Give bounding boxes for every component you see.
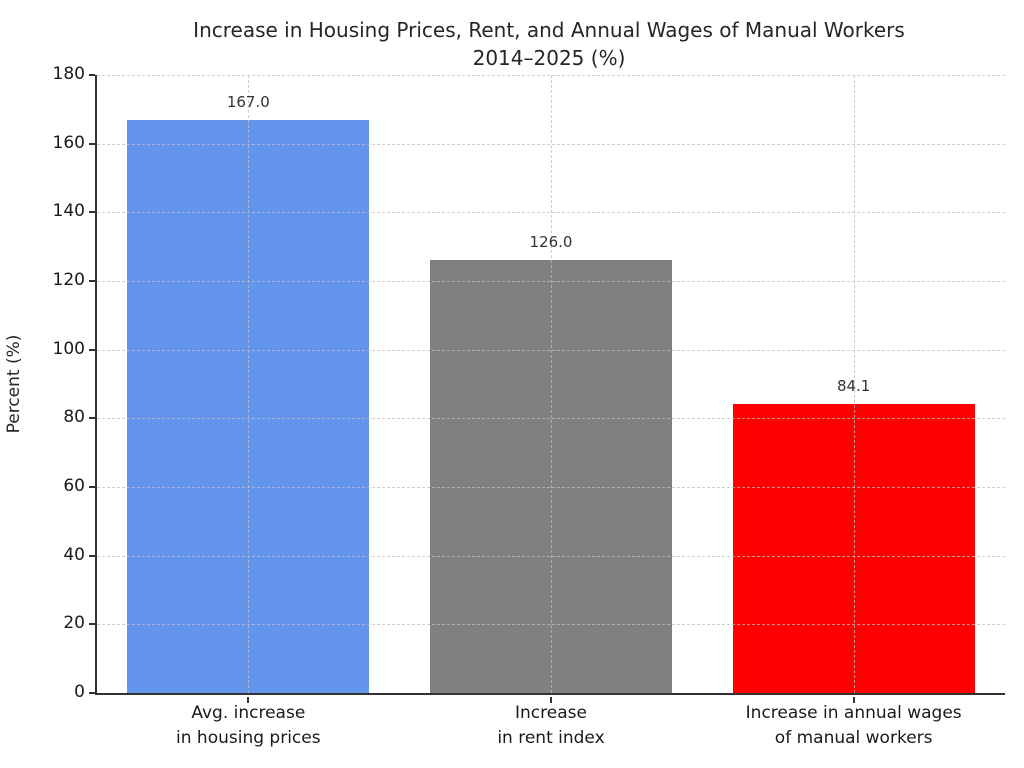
bar-value-label: 84.1 — [836, 377, 871, 396]
y-tick-mark — [89, 142, 95, 145]
plot-area: 0 20 40 60 80 100 120 140 160 180 167.0 Avg. increa… — [53, 64, 1005, 748]
x-tick-mark — [550, 697, 552, 703]
bar-value-label: 126.0 — [529, 233, 573, 252]
bar — [429, 260, 673, 693]
y-tick-label: 120 — [52, 270, 85, 290]
y-tick-mark — [89, 348, 95, 351]
y-tick-label: 160 — [52, 132, 85, 153]
bar-value-label: 167.0 — [226, 92, 270, 111]
y-tick-mark — [89, 211, 95, 214]
x-tick-label: Avg. increase in housing prices — [176, 703, 321, 748]
x-tick-label: Increase in annual wages of manual worke… — [745, 703, 962, 748]
y-tick-mark — [89, 417, 95, 420]
x-tick-mark — [852, 697, 855, 703]
y-tick-label: 0 — [74, 682, 85, 702]
x-tick-label: Increase in rent index — [497, 703, 605, 748]
x-gridline — [248, 75, 250, 693]
y-tick-mark — [89, 554, 95, 557]
y-tick-label: 60 — [63, 476, 85, 496]
y-tick-label: 40 — [63, 544, 85, 565]
x-gridline — [853, 75, 855, 693]
y-tick-label: 140 — [52, 201, 85, 222]
y-tick-label: 100 — [52, 338, 85, 359]
y-tick-label: 20 — [63, 613, 85, 634]
y-tick-mark — [89, 280, 95, 282]
y-tick-mark — [89, 486, 95, 488]
y-tick-label: 80 — [63, 407, 85, 428]
x-tick-mark — [247, 697, 250, 703]
y-tick-mark — [89, 74, 95, 76]
y-tick-mark — [89, 692, 95, 694]
y-tick-label: 180 — [52, 64, 85, 84]
y-tick-mark — [89, 623, 95, 626]
chart-title: Increase in Housing Prices, Rent, and An… — [193, 18, 905, 70]
x-gridline — [551, 75, 552, 693]
